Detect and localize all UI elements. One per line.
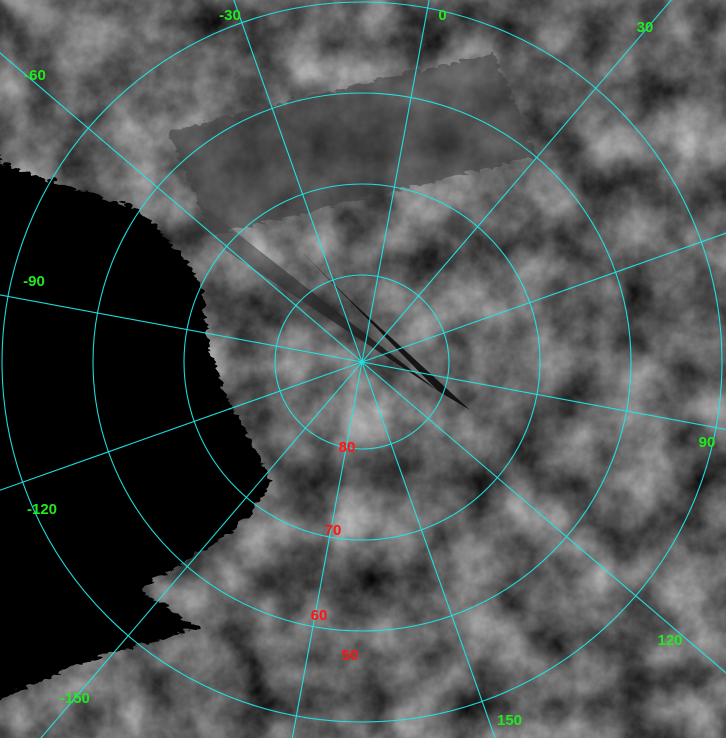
svg-text:0: 0 (438, 7, 446, 24)
svg-text:150: 150 (497, 712, 522, 729)
svg-text:50: 50 (342, 647, 359, 664)
svg-text:-120: -120 (27, 501, 57, 518)
svg-text:-90: -90 (23, 273, 45, 290)
svg-text:80: 80 (339, 439, 356, 456)
svg-text:30: 30 (637, 19, 654, 36)
svg-text:90: 90 (699, 434, 716, 451)
svg-text:60: 60 (311, 607, 328, 624)
svg-text:70: 70 (325, 522, 342, 539)
svg-text:120: 120 (657, 632, 682, 649)
svg-text:-150: -150 (60, 690, 90, 707)
svg-text:-60: -60 (24, 67, 46, 84)
svg-text:-30: -30 (219, 7, 241, 24)
